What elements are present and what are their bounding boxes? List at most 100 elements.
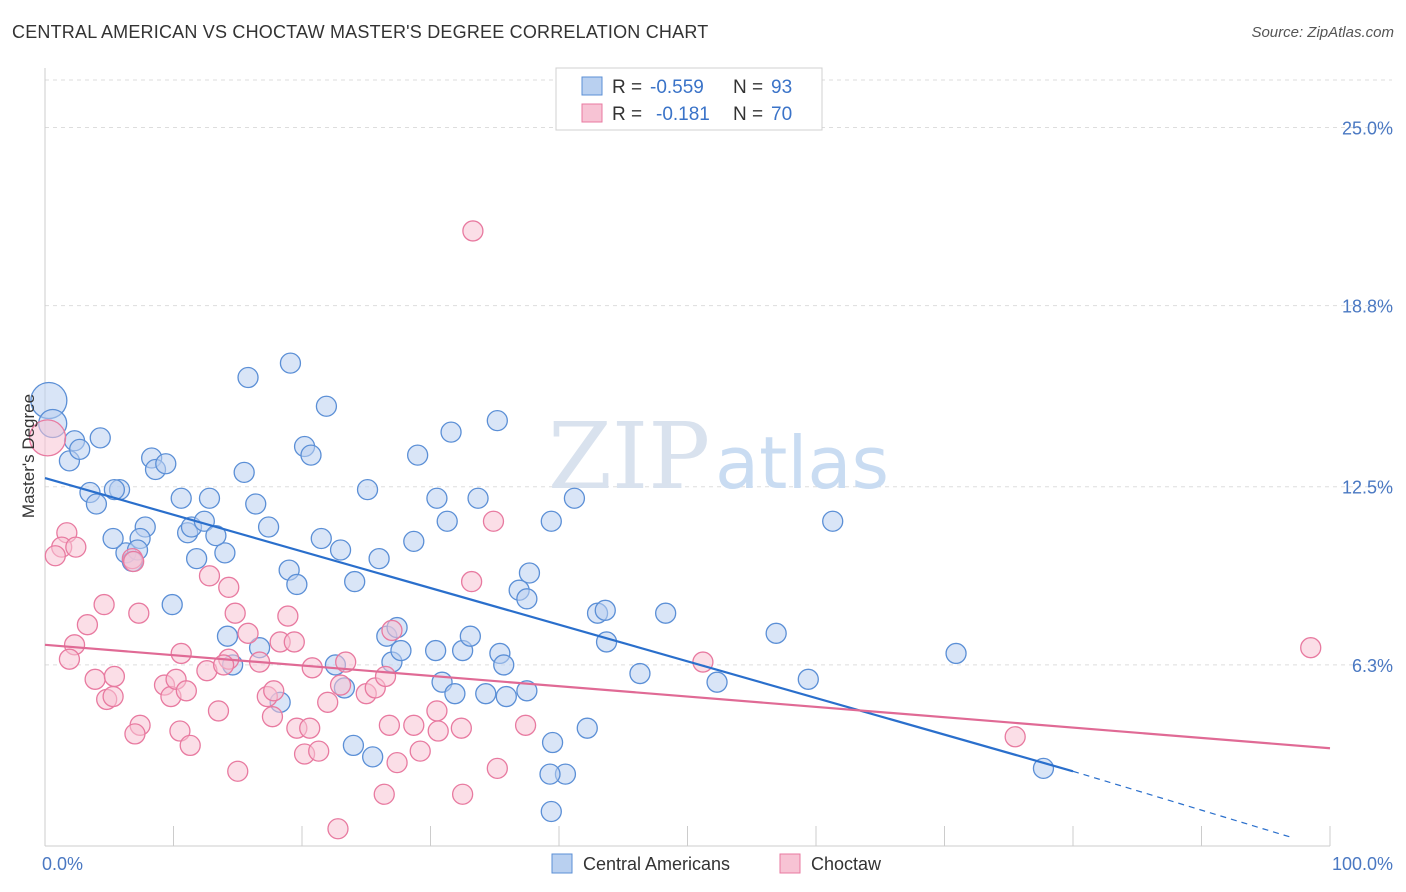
central-americans-point-86 bbox=[541, 731, 564, 754]
choctaw-point-11 bbox=[460, 570, 483, 593]
central-americans-point-92 bbox=[945, 642, 967, 665]
bottom-legend-choctaw: Choctaw bbox=[811, 854, 882, 874]
choctaw-point-24 bbox=[84, 668, 106, 690]
central-americans-point-43 bbox=[440, 421, 462, 443]
choctaw-point-58 bbox=[409, 740, 431, 762]
choctaw-point-62 bbox=[486, 757, 508, 780]
y-tick-label-1: 12.5% bbox=[1342, 478, 1393, 498]
choctaw-point-18 bbox=[170, 642, 192, 665]
x-tick-label-0: 0.0% bbox=[42, 854, 83, 874]
choctaw-point-13 bbox=[128, 602, 150, 624]
central-americans-point-85 bbox=[362, 746, 384, 768]
central-americans-point-53 bbox=[655, 602, 677, 624]
choctaw-point-43 bbox=[381, 619, 403, 642]
legend-r-value-2: -0.181 bbox=[656, 104, 710, 125]
central-americans-point-81 bbox=[629, 662, 651, 685]
series-legend: Central Americans Choctaw bbox=[551, 853, 882, 874]
choctaw-point-12 bbox=[93, 593, 115, 616]
central-americans-point-9 bbox=[103, 478, 126, 501]
central-americans-point-38 bbox=[356, 478, 379, 501]
central-americans-point-82 bbox=[706, 671, 728, 693]
choctaw-point-25 bbox=[103, 665, 126, 688]
central-americans-point-54 bbox=[765, 622, 787, 644]
central-americans-point-88 bbox=[539, 763, 561, 785]
central-americans-point-90 bbox=[540, 800, 562, 823]
choctaw-point-54 bbox=[317, 691, 339, 713]
choctaw-point-3 bbox=[44, 545, 66, 567]
choctaw-point-10 bbox=[482, 510, 505, 532]
central-americans-point-74 bbox=[459, 625, 481, 647]
choctaw-point-48 bbox=[207, 700, 230, 722]
central-americans-point-80 bbox=[595, 631, 618, 653]
choctaw-point-51 bbox=[299, 717, 321, 739]
choctaw-point-65 bbox=[373, 783, 395, 805]
choctaw-point-39 bbox=[335, 651, 357, 673]
legend-swatch-blue bbox=[581, 76, 603, 96]
central-americans-point-59 bbox=[161, 593, 183, 616]
central-americans-point-35 bbox=[329, 539, 352, 561]
choctaw-point-7 bbox=[198, 565, 221, 587]
central-americans-point-37 bbox=[368, 547, 390, 570]
legend-r-label-2: R = bbox=[612, 104, 642, 125]
choctaw-point-8 bbox=[218, 576, 240, 598]
choctaw-point-64 bbox=[227, 760, 249, 782]
central-americans-point-4 bbox=[69, 438, 91, 461]
central-americans-point-52 bbox=[594, 599, 616, 621]
central-americans-point-69 bbox=[390, 639, 412, 662]
bottom-legend-central-americans: Central Americans bbox=[583, 854, 730, 874]
choctaw-point-6 bbox=[123, 550, 145, 573]
central-americans-point-48 bbox=[516, 588, 538, 610]
central-americans-point-60 bbox=[216, 625, 239, 647]
y-tick-label-2: 18.8% bbox=[1342, 297, 1393, 317]
choctaw-point-56 bbox=[386, 752, 408, 774]
choctaw-point-47 bbox=[179, 734, 201, 757]
choctaw-point-63 bbox=[514, 714, 537, 736]
series-choctaw-points bbox=[28, 220, 1322, 840]
correlation-legend: R = -0.559 N = 93 R = -0.181 N = 70 bbox=[555, 67, 823, 131]
choctaw-point-23 bbox=[58, 648, 81, 670]
central-americans-point-5 bbox=[89, 427, 111, 449]
choctaw-point-70 bbox=[1300, 637, 1322, 659]
central-americans-point-84 bbox=[342, 734, 365, 757]
central-americans-point-14 bbox=[170, 487, 192, 509]
watermark-atlas: atlas bbox=[715, 421, 889, 505]
central-americans-point-77 bbox=[493, 654, 515, 676]
central-americans-point-15 bbox=[198, 487, 221, 509]
choctaw-point-15 bbox=[277, 605, 299, 627]
choctaw-point-27 bbox=[102, 685, 124, 708]
central-americans-point-36 bbox=[344, 570, 366, 593]
central-americans-point-58 bbox=[315, 395, 338, 417]
y-tick-label-3: 25.0% bbox=[1342, 118, 1393, 138]
central-americans-point-7 bbox=[85, 493, 108, 515]
bottom-legend-swatch-blue bbox=[551, 853, 573, 874]
legend-r-value-1: -0.559 bbox=[650, 77, 704, 98]
central-americans-point-40 bbox=[406, 444, 429, 466]
choctaw-point-67 bbox=[327, 818, 349, 840]
legend-swatch-pink bbox=[581, 103, 603, 123]
choctaw-point-57 bbox=[403, 714, 425, 736]
choctaw-point-31 bbox=[175, 680, 198, 702]
legend-n-value-2: 70 bbox=[771, 104, 792, 125]
central-americans-point-12 bbox=[155, 453, 177, 475]
choctaw-point-42 bbox=[374, 665, 397, 688]
bottom-legend-swatch-pink bbox=[779, 853, 801, 874]
central-americans-point-34 bbox=[310, 527, 332, 550]
x-tick-label-1: 100.0% bbox=[1332, 854, 1393, 874]
choctaw-point-38 bbox=[329, 674, 352, 696]
central-americans-point-21 bbox=[102, 527, 124, 550]
axes bbox=[44, 68, 1331, 847]
central-americans-point-83 bbox=[797, 668, 819, 690]
choctaw-point-9 bbox=[462, 220, 484, 242]
choctaw-point-46 bbox=[169, 720, 191, 742]
choctaw-point-55 bbox=[378, 714, 401, 736]
central-americans-point-24 bbox=[214, 542, 236, 564]
central-americans-point-49 bbox=[540, 510, 562, 532]
y-tick-labels: 6.3% 12.5% 18.8% 25.0% bbox=[1342, 118, 1393, 675]
central-americans-point-25 bbox=[205, 524, 227, 547]
choctaw-point-36 bbox=[263, 680, 285, 702]
choctaw-point-4 bbox=[65, 536, 87, 558]
x-tick-labels: 0.0% 100.0% bbox=[42, 854, 1393, 874]
central-americans-point-72 bbox=[444, 683, 466, 705]
central-americans-point-39 bbox=[403, 530, 425, 552]
